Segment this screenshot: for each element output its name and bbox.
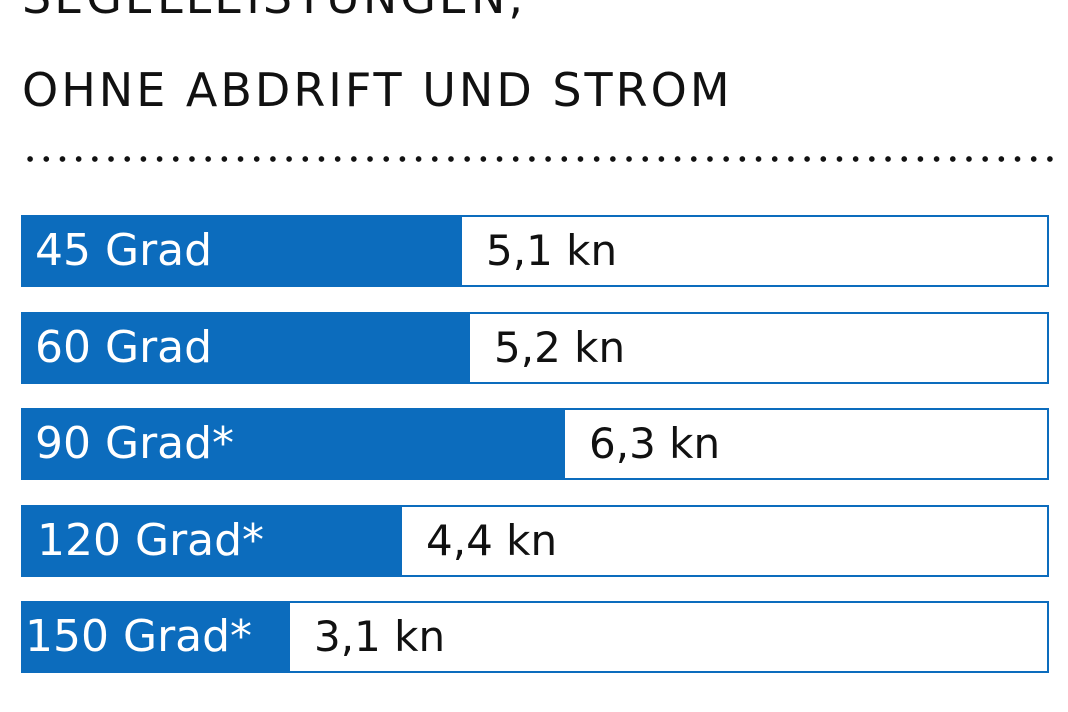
bar	[23, 603, 290, 671]
bar	[23, 313, 470, 382]
dotted-divider	[22, 155, 1062, 163]
bar	[23, 506, 402, 575]
value-label: 3,1 kn	[314, 612, 446, 661]
value-label: 6,3 kn	[589, 419, 721, 468]
bar-row: 90 Grad* 6,3 kn	[21, 408, 1049, 480]
category-label: 60 Grad	[35, 321, 213, 373]
value-label: 4,4 kn	[426, 515, 558, 565]
bar-row: 120 Grad* 4,4 kn	[21, 504, 1049, 577]
bar-row: 45 Grad 5,1 kn	[21, 215, 1049, 287]
category-label: 150 Grad*	[25, 611, 253, 662]
category-label: 45 Grad	[35, 225, 213, 276]
category-label: 120 Grad*	[37, 514, 265, 566]
bar-row: 60 Grad 5,2 kn	[21, 311, 1049, 384]
bar-row: 150 Grad* 3,1 kn	[21, 601, 1049, 673]
title-line-2: OHNE ABDRIFT UND STROM	[22, 63, 733, 117]
value-label: 5,2 kn	[494, 322, 626, 372]
category-label: 90 Grad*	[35, 418, 235, 469]
bar	[23, 410, 565, 478]
title-line-1: SEGELLEISTUNGEN,	[22, 0, 526, 20]
bar	[23, 217, 462, 285]
value-label: 5,1 kn	[486, 226, 618, 275]
